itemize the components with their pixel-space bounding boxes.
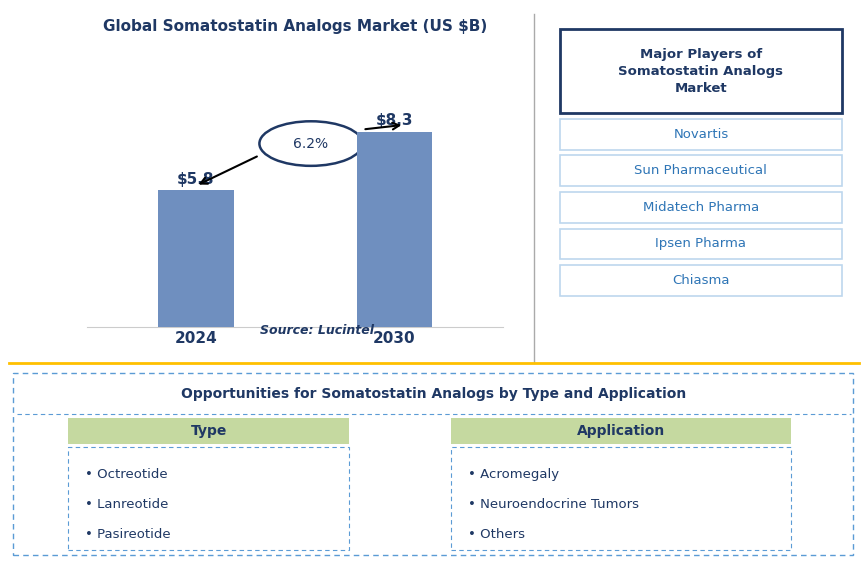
Text: 6.2%: 6.2% [293, 137, 329, 150]
FancyBboxPatch shape [13, 373, 853, 556]
Text: • Lanreotide: • Lanreotide [85, 498, 168, 511]
Text: Midatech Pharma: Midatech Pharma [643, 201, 759, 214]
Text: • Acromegaly: • Acromegaly [468, 468, 559, 481]
Bar [357, 132, 432, 327]
Text: • Octreotide: • Octreotide [85, 468, 168, 481]
FancyBboxPatch shape [560, 119, 842, 150]
Text: Application: Application [577, 424, 665, 438]
Text: • Pasireotide: • Pasireotide [85, 528, 171, 541]
FancyBboxPatch shape [560, 155, 842, 186]
Text: Source: Lucintel: Source: Lucintel [260, 324, 374, 337]
Bar [158, 190, 233, 327]
Text: Opportunities for Somatostatin Analogs by Type and Application: Opportunities for Somatostatin Analogs b… [181, 387, 687, 401]
FancyBboxPatch shape [560, 229, 842, 260]
Text: Chiasma: Chiasma [672, 274, 730, 287]
Text: Sun Pharmaceutical: Sun Pharmaceutical [635, 164, 767, 177]
FancyBboxPatch shape [69, 418, 349, 444]
FancyBboxPatch shape [560, 265, 842, 296]
Text: Ipsen Pharma: Ipsen Pharma [655, 238, 746, 251]
FancyBboxPatch shape [451, 447, 792, 550]
Title: Global Somatostatin Analogs Market (US $B): Global Somatostatin Analogs Market (US $… [103, 19, 487, 34]
Text: • Neuroendocrine Tumors: • Neuroendocrine Tumors [468, 498, 639, 511]
FancyBboxPatch shape [451, 418, 792, 444]
Text: $5.8: $5.8 [177, 172, 214, 187]
Text: Novartis: Novartis [674, 128, 728, 141]
FancyBboxPatch shape [560, 29, 842, 113]
FancyBboxPatch shape [560, 192, 842, 223]
Text: • Others: • Others [468, 528, 525, 541]
FancyBboxPatch shape [69, 447, 349, 550]
Text: Major Players of
Somatostatin Analogs
Market: Major Players of Somatostatin Analogs Ma… [618, 48, 784, 95]
Text: Type: Type [190, 424, 227, 438]
Text: $8.3: $8.3 [376, 113, 413, 128]
